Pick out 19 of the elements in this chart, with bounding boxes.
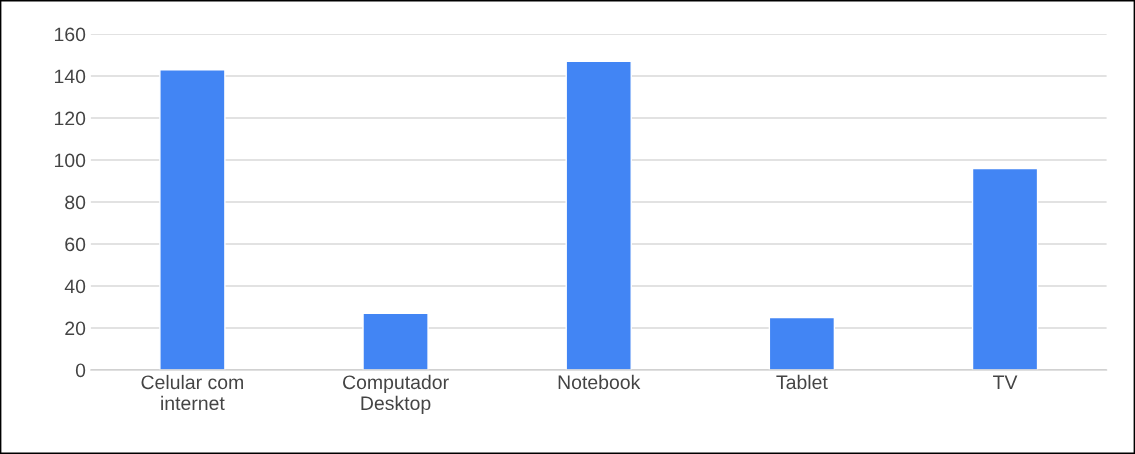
y-tick-label: 120 xyxy=(54,111,86,126)
y-tick-label: 0 xyxy=(75,363,86,378)
bar xyxy=(565,60,632,371)
x-tick-label: Celular com internet xyxy=(141,374,243,411)
y-tick-label: 80 xyxy=(65,195,86,210)
y-tick-label: 60 xyxy=(65,237,86,252)
x-tick-label: Tablet xyxy=(776,374,828,390)
x-tick-label: TV xyxy=(993,375,1018,389)
y-tick-label: 140 xyxy=(54,69,86,84)
x-tick-label: Computador Desktop xyxy=(343,374,449,414)
bar xyxy=(362,312,429,371)
y-tick-label: 20 xyxy=(65,321,86,336)
x-tick-label: Notebook xyxy=(558,374,641,390)
bar xyxy=(971,167,1039,371)
bar xyxy=(159,69,226,371)
y-tick-label: 40 xyxy=(64,279,86,294)
y-tick-label: 100 xyxy=(54,153,86,168)
bar xyxy=(768,316,836,371)
y-tick-label: 160 xyxy=(54,27,86,42)
